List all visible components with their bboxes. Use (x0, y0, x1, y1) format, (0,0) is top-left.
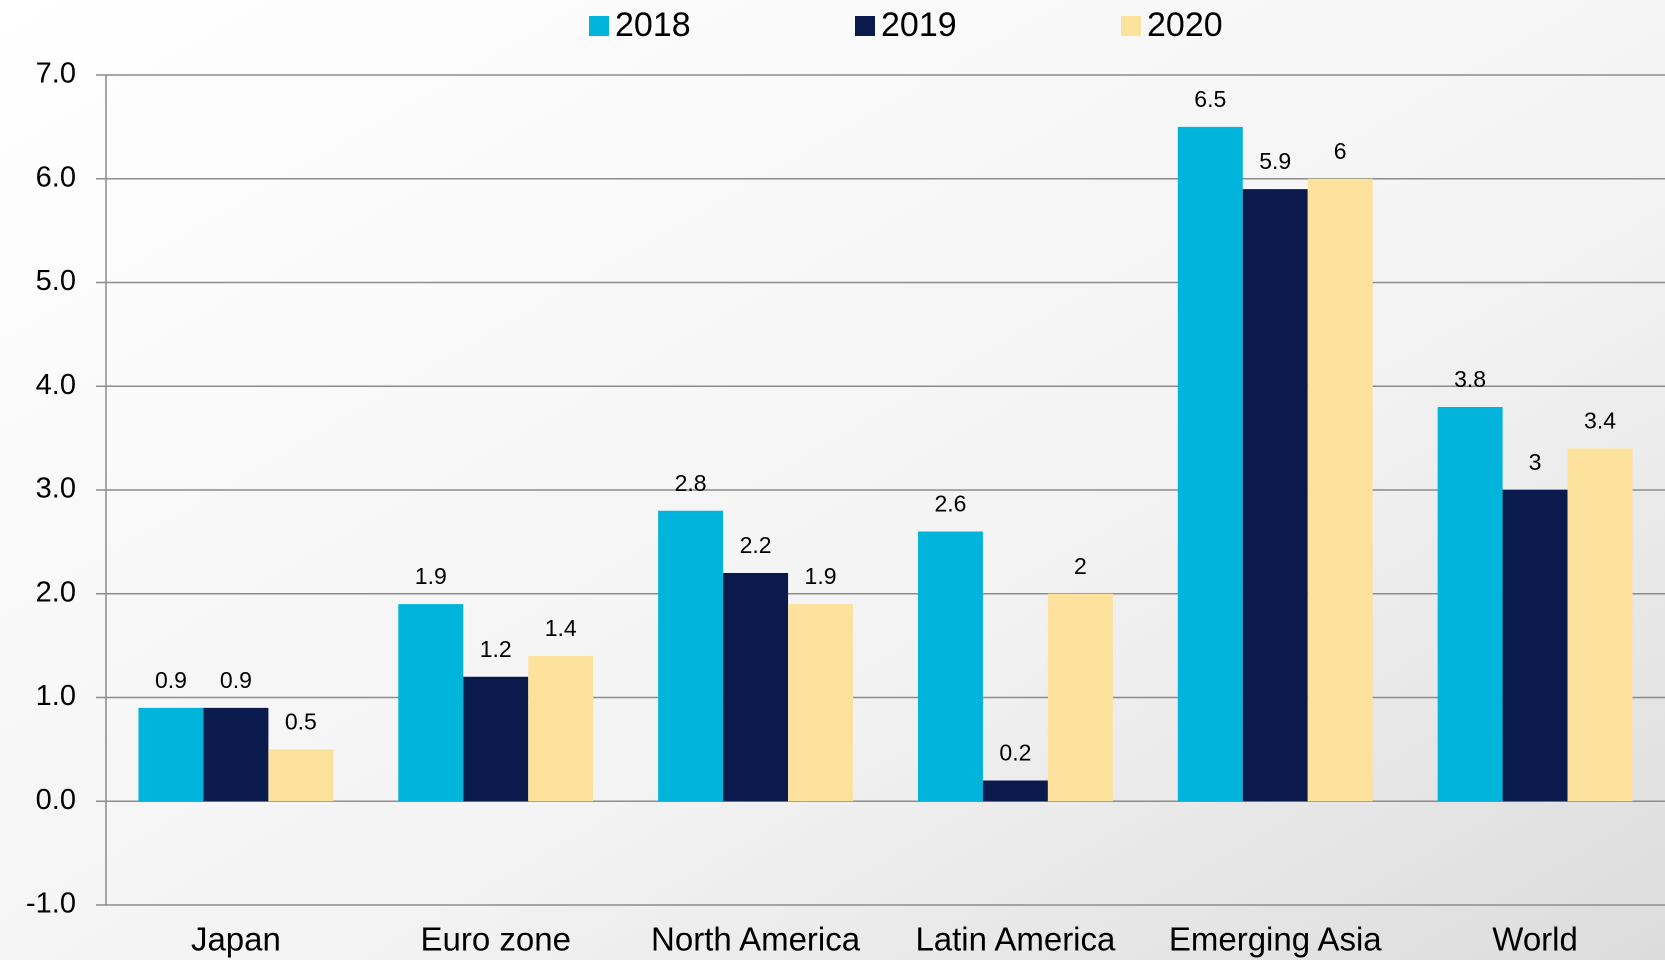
bar (982, 780, 1048, 802)
legend-label: 2019 (881, 6, 957, 44)
data-label: 6 (1334, 138, 1347, 164)
x-tick-label: Latin America (915, 921, 1116, 958)
bar (1502, 490, 1568, 802)
bar (658, 510, 724, 802)
data-label: 1.2 (480, 636, 512, 662)
bar (723, 573, 789, 802)
bar (463, 676, 529, 802)
legend-label: 2020 (1147, 6, 1223, 44)
bar (138, 707, 204, 802)
data-label: 0.9 (155, 667, 187, 693)
data-label: 0.9 (220, 667, 252, 693)
y-tick-label: 4.0 (36, 369, 76, 401)
y-tick-label: 3.0 (36, 473, 76, 505)
data-label: 3 (1529, 449, 1542, 475)
data-label: 2 (1074, 553, 1087, 579)
bar (917, 531, 983, 802)
data-label: 0.2 (999, 740, 1031, 766)
y-tick-label: 0.0 (36, 784, 76, 816)
data-label: 3.8 (1454, 366, 1486, 392)
data-label: 1.4 (545, 615, 577, 641)
y-tick-label: 6.0 (36, 161, 76, 193)
data-label: 2.2 (740, 532, 772, 558)
data-label: 0.5 (285, 708, 317, 734)
bar (1047, 593, 1113, 802)
data-label: 1.9 (805, 563, 837, 589)
bar (788, 604, 854, 802)
data-label: 3.4 (1584, 408, 1616, 434)
y-tick-label: 5.0 (36, 265, 76, 297)
bar (1567, 448, 1633, 802)
legend-swatch (855, 16, 875, 36)
x-tick-label: Euro zone (421, 921, 571, 958)
data-label: 6.5 (1194, 86, 1226, 112)
y-tick-label: 2.0 (36, 576, 76, 608)
y-tick-label: 1.0 (36, 680, 76, 712)
bar (268, 749, 334, 802)
data-label: 1.9 (415, 563, 447, 589)
legend-label: 2018 (615, 6, 691, 44)
data-label: 2.6 (934, 491, 966, 517)
x-tick-label: Japan (191, 921, 281, 958)
bar (1177, 126, 1243, 802)
y-tick-label: 7.0 (36, 58, 76, 90)
y-tick-label: -1.0 (26, 888, 76, 920)
bar (203, 707, 269, 802)
bar (1437, 407, 1503, 802)
legend-swatch (1121, 16, 1141, 36)
bar (398, 604, 464, 802)
x-tick-label: World (1492, 921, 1578, 958)
bar (1307, 178, 1373, 802)
data-label: 2.8 (675, 470, 707, 496)
x-tick-label: North America (651, 921, 861, 958)
x-tick-label: Emerging Asia (1169, 921, 1382, 958)
bar (1242, 189, 1308, 802)
data-label: 5.9 (1259, 148, 1291, 174)
bar (528, 656, 594, 802)
legend-swatch (589, 16, 609, 36)
